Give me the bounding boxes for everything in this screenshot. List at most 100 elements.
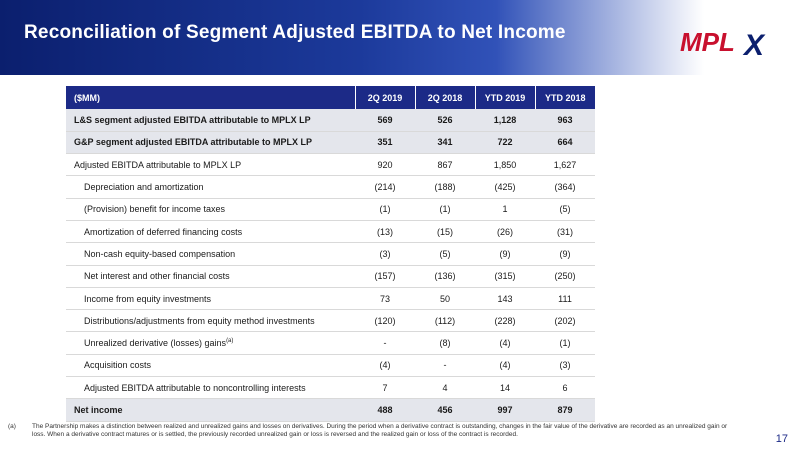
row-label-cell: Unrealized derivative (losses) gains(a) bbox=[66, 331, 355, 355]
table-row-income-taxes: (Provision) benefit for income taxes (1)… bbox=[66, 198, 595, 221]
row-label: Depreciation and amortization bbox=[66, 175, 355, 199]
cell-value: 920 bbox=[355, 153, 415, 177]
cell-value: 7 bbox=[355, 376, 415, 400]
cell-value: (4) bbox=[475, 331, 535, 355]
cell-value: 722 bbox=[475, 131, 535, 155]
cell-value: (5) bbox=[535, 198, 595, 221]
cell-value: (3) bbox=[355, 242, 415, 266]
cell-value: (5) bbox=[415, 242, 475, 266]
cell-value: - bbox=[355, 331, 415, 355]
cell-value: (8) bbox=[415, 331, 475, 355]
cell-value: (425) bbox=[475, 175, 535, 199]
cell-value: 1,128 bbox=[475, 109, 535, 132]
table-row-net-income: Net income 488 456 997 879 bbox=[66, 398, 595, 422]
cell-value: (250) bbox=[535, 265, 595, 288]
cell-value: 963 bbox=[535, 109, 595, 132]
cell-value: (9) bbox=[535, 242, 595, 266]
svg-text:MPL: MPL bbox=[680, 27, 735, 57]
header-ytd-2019: YTD 2019 bbox=[475, 86, 536, 109]
cell-value: 569 bbox=[355, 109, 415, 132]
row-label: (Provision) benefit for income taxes bbox=[66, 198, 355, 221]
table-header-row: ($MM) 2Q 2019 2Q 2018 YTD 2019 YTD 2018 bbox=[66, 86, 595, 109]
footnote-marker: (a) bbox=[8, 423, 16, 430]
cell-value: 997 bbox=[475, 398, 535, 422]
cell-value: (112) bbox=[415, 309, 475, 333]
table-row-unrealized-derivative: Unrealized derivative (losses) gains(a) … bbox=[66, 331, 595, 355]
cell-value: (1) bbox=[415, 198, 475, 221]
cell-value: (228) bbox=[475, 309, 535, 333]
header-2q-2019: 2Q 2019 bbox=[355, 86, 416, 109]
cell-value: 143 bbox=[475, 287, 535, 311]
cell-value: 341 bbox=[415, 131, 475, 155]
cell-value: (31) bbox=[535, 220, 595, 244]
cell-value: (1) bbox=[535, 331, 595, 355]
footnote: (a) The Partnership makes a distinction … bbox=[8, 423, 728, 439]
cell-value: 867 bbox=[415, 153, 475, 177]
cell-value: (9) bbox=[475, 242, 535, 266]
row-label: Non-cash equity-based compensation bbox=[66, 242, 355, 266]
cell-value: 351 bbox=[355, 131, 415, 155]
cell-value: 111 bbox=[535, 287, 595, 311]
table-row-deferred-financing: Amortization of deferred financing costs… bbox=[66, 220, 595, 244]
row-label: Acquisition costs bbox=[66, 354, 355, 378]
cell-value: (364) bbox=[535, 175, 595, 199]
cell-value: 664 bbox=[535, 131, 595, 155]
cell-value: (202) bbox=[535, 309, 595, 333]
cell-value: 6 bbox=[535, 376, 595, 400]
row-label: Adjusted EBITDA attributable to noncontr… bbox=[66, 376, 355, 400]
cell-value: 879 bbox=[535, 398, 595, 422]
row-label: L&S segment adjusted EBITDA attributable… bbox=[66, 109, 355, 132]
header-units: ($MM) bbox=[66, 86, 356, 109]
cell-value: 14 bbox=[475, 376, 535, 400]
reconciliation-table-container: ($MM) 2Q 2019 2Q 2018 YTD 2019 YTD 2018 … bbox=[66, 86, 595, 422]
cell-value: (13) bbox=[355, 220, 415, 244]
cell-value: 1,850 bbox=[475, 153, 535, 177]
table-row-adjusted-ebitda: Adjusted EBITDA attributable to MPLX LP … bbox=[66, 153, 595, 177]
svg-text:X: X bbox=[742, 29, 766, 61]
cell-value: (26) bbox=[475, 220, 535, 244]
table-row-ls-segment: L&S segment adjusted EBITDA attributable… bbox=[66, 109, 595, 132]
row-label: Income from equity investments bbox=[66, 287, 355, 311]
row-label: Unrealized derivative (losses) gains bbox=[84, 338, 227, 349]
cell-value: (315) bbox=[475, 265, 535, 288]
cell-value: - bbox=[415, 354, 475, 378]
slide-header: Reconciliation of Segment Adjusted EBITD… bbox=[0, 0, 800, 75]
footnote-text: The Partnership makes a distinction betw… bbox=[32, 423, 728, 438]
cell-value: (214) bbox=[355, 175, 415, 199]
row-label: Net income bbox=[66, 398, 355, 422]
cell-value: (15) bbox=[415, 220, 475, 244]
row-label: Amortization of deferred financing costs bbox=[66, 220, 355, 244]
cell-value: 50 bbox=[415, 287, 475, 311]
cell-value: (3) bbox=[535, 354, 595, 378]
cell-value: 1 bbox=[475, 198, 535, 221]
header-ytd-2018: YTD 2018 bbox=[535, 86, 595, 109]
cell-value: (4) bbox=[475, 354, 535, 378]
reconciliation-table: ($MM) 2Q 2019 2Q 2018 YTD 2019 YTD 2018 … bbox=[66, 86, 595, 422]
cell-value: 488 bbox=[355, 398, 415, 422]
table-row-net-interest: Net interest and other financial costs (… bbox=[66, 265, 595, 288]
row-label: G&P segment adjusted EBITDA attributable… bbox=[66, 131, 355, 155]
row-label: Adjusted EBITDA attributable to MPLX LP bbox=[66, 153, 355, 177]
cell-value: 526 bbox=[415, 109, 475, 132]
page-number: 17 bbox=[775, 433, 788, 445]
footnote-ref: (a) bbox=[226, 338, 234, 345]
cell-value: (1) bbox=[355, 198, 415, 221]
mplx-logo: MPL X bbox=[680, 27, 766, 61]
page-title: Reconciliation of Segment Adjusted EBITD… bbox=[24, 22, 566, 43]
header-2q-2018: 2Q 2018 bbox=[415, 86, 476, 109]
cell-value: (120) bbox=[355, 309, 415, 333]
table-row-distributions: Distributions/adjustments from equity me… bbox=[66, 309, 595, 333]
cell-value: (4) bbox=[355, 354, 415, 378]
table-row-equity-investments: Income from equity investments 73 50 143… bbox=[66, 287, 595, 311]
table-row-acquisition-costs: Acquisition costs (4) - (4) (3) bbox=[66, 354, 595, 378]
table-row-depreciation: Depreciation and amortization (214) (188… bbox=[66, 175, 595, 199]
table-row-gp-segment: G&P segment adjusted EBITDA attributable… bbox=[66, 131, 595, 155]
cell-value: 73 bbox=[355, 287, 415, 311]
cell-value: 456 bbox=[415, 398, 475, 422]
cell-value: 1,627 bbox=[535, 153, 595, 177]
cell-value: 4 bbox=[415, 376, 475, 400]
cell-value: (157) bbox=[355, 265, 415, 288]
table-row-noncontrolling: Adjusted EBITDA attributable to noncontr… bbox=[66, 376, 595, 400]
table-row-equity-compensation: Non-cash equity-based compensation (3) (… bbox=[66, 242, 595, 266]
row-label: Distributions/adjustments from equity me… bbox=[66, 309, 355, 333]
